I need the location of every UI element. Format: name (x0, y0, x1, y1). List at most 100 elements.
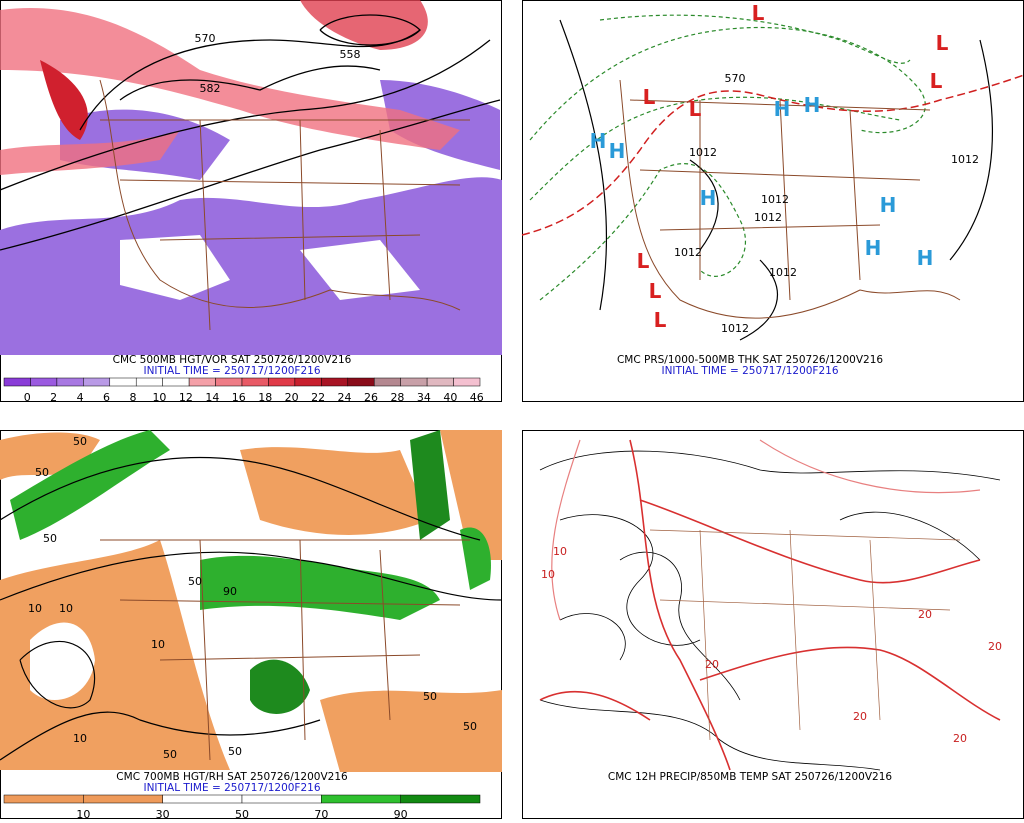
colorbar-label: 6 (103, 391, 110, 404)
colorbar-segment (162, 377, 190, 387)
colorbar-segment (83, 794, 163, 804)
contour-label: 20 (988, 640, 1002, 653)
contour-label: 1012 (674, 246, 702, 259)
colorbar-label: 70 (314, 808, 328, 819)
contour-label: 20 (705, 658, 719, 671)
contour-label: 558 (340, 48, 361, 61)
contour-label: 1012 (754, 211, 782, 224)
contour-label: 50 (463, 720, 477, 733)
initial-time: INITIAL TIME = 250717/1200F216 (143, 782, 320, 794)
map-caption: CMC 500MB HGT/VOR SAT 250726/1200V216 (113, 354, 352, 366)
colorbar-segment (400, 794, 481, 804)
contour-label: 20 (853, 710, 867, 723)
colorbar-segment (321, 377, 349, 387)
vorticity-map (0, 0, 502, 355)
colorbar-label: 34 (417, 391, 431, 404)
contour-label: 20 (953, 732, 967, 745)
colorbar-segment (109, 377, 137, 387)
colorbar-segment (241, 377, 269, 387)
colorbar-segment (426, 377, 454, 387)
pressure-center: H (880, 193, 897, 217)
contour-label: 50 (228, 745, 242, 758)
colorbar-segment (347, 377, 375, 387)
initial-time: INITIAL TIME = 250717/1200F216 (143, 365, 320, 377)
pressure-center: H (917, 246, 934, 270)
colorbar-label: 0 (24, 391, 31, 404)
colorbar-segment (188, 377, 216, 387)
colorbar-label: 10 (152, 391, 166, 404)
colorbar-label: 50 (235, 808, 249, 819)
colorbar-segment (135, 377, 163, 387)
colorbar-label: 14 (205, 391, 219, 404)
pressure-center: L (637, 249, 650, 273)
pressure-center: L (936, 31, 949, 55)
colorbar-segment (3, 377, 31, 387)
precip-temp-map (539, 439, 1001, 771)
colorbar-label: 8 (130, 391, 137, 404)
colorbar-label: 40 (443, 391, 457, 404)
colorbar-label: 46 (470, 391, 484, 404)
contour-label: 1012 (769, 266, 797, 279)
pressure-center: H (865, 236, 882, 260)
contour-label: 570 (195, 32, 216, 45)
panel-frame (522, 0, 1024, 402)
contour-label: 50 (73, 435, 87, 448)
colorbar-segment (321, 794, 401, 804)
pressure-center: L (689, 97, 702, 121)
colorbar-segment (3, 794, 84, 804)
colorbar-label: 24 (338, 391, 352, 404)
colorbar-label: 2 (50, 391, 57, 404)
colorbar-segment (241, 794, 322, 804)
colorbar-segment (294, 377, 322, 387)
colorbar-segment (30, 377, 58, 387)
contour-label: 10 (151, 638, 165, 651)
colorbar-segment (400, 377, 428, 387)
colorbar-segment (268, 377, 296, 387)
contour-label: 20 (918, 608, 932, 621)
pressure-center: H (590, 129, 607, 153)
contour-label: 50 (35, 466, 49, 479)
contour-label: 50 (423, 690, 437, 703)
colorbar-label: 10 (76, 808, 90, 819)
contour-label: 1012 (689, 146, 717, 159)
colorbar-label: 16 (232, 391, 246, 404)
contour-label: 10 (553, 545, 567, 558)
map-caption: CMC 12H PRECIP/850MB TEMP SAT 250726/120… (608, 771, 892, 783)
colorbar-label: 30 (156, 808, 170, 819)
map-caption: CMC 700MB HGT/RH SAT 250726/1200V216 (116, 771, 348, 783)
contour-label: 1012 (721, 322, 749, 335)
contour-label: 50 (43, 532, 57, 545)
colorbar-label: 12 (179, 391, 193, 404)
humidity-map (0, 430, 503, 772)
contour-label: 1012 (951, 153, 979, 166)
pressure-center: L (654, 308, 667, 332)
colorbar-label: 26 (364, 391, 378, 404)
pressure-center: H (774, 97, 791, 121)
pressure-center: L (643, 85, 656, 109)
colorbar-segment (56, 377, 84, 387)
colorbar-label: 90 (394, 808, 408, 819)
contour-label: 570 (725, 72, 746, 85)
contour-label: 10 (541, 568, 555, 581)
colorbar-segment (83, 377, 111, 387)
pressure-center: H (804, 93, 821, 117)
map-caption: CMC PRS/1000-500MB THK SAT 250726/1200V2… (617, 354, 883, 366)
colorbar-label: 28 (390, 391, 404, 404)
colorbar-label: 4 (77, 391, 84, 404)
contour-label: 10 (28, 602, 42, 615)
contour-label: 582 (200, 82, 221, 95)
pressure-center: L (930, 69, 943, 93)
panel-frame (522, 430, 1024, 819)
contour-label: 50 (163, 748, 177, 761)
pressure-center: H (609, 139, 626, 163)
contour-label: 10 (59, 602, 73, 615)
pressure-center: L (649, 279, 662, 303)
colorbar-label: 18 (258, 391, 272, 404)
pressure-map (521, 14, 1024, 341)
colorbar-segment (162, 794, 243, 804)
contour-label: 10 (73, 732, 87, 745)
contour-label: 1012 (761, 193, 789, 206)
pressure-center: H (700, 186, 717, 210)
colorbar-segment (453, 377, 481, 387)
